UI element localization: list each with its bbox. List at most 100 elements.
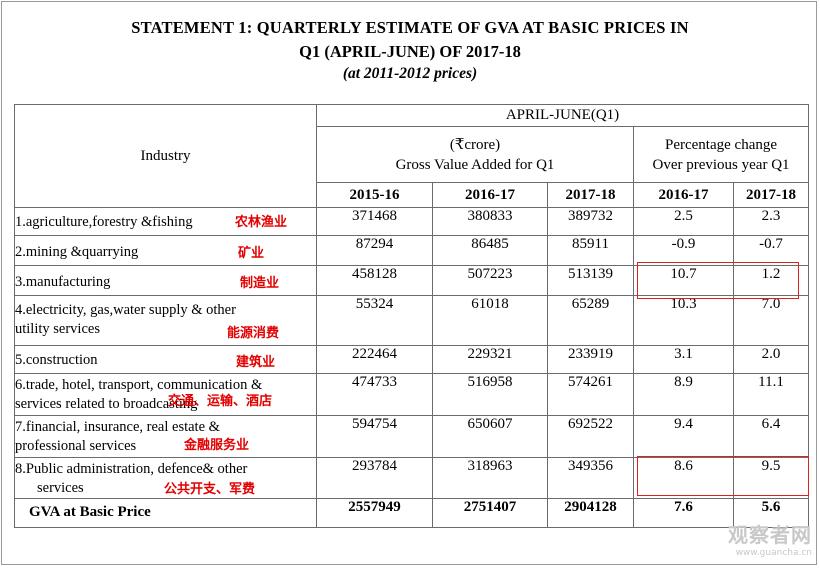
value-cell: 516958 (432, 373, 548, 416)
industry-label: 5.construction (15, 352, 98, 368)
pct-cell: 11.1 (732, 373, 810, 416)
annotation-label: 矿业 (238, 246, 265, 261)
total-value-cell: 2751407 (432, 498, 548, 528)
table-row: 8.Public administration, defence& other … (14, 457, 810, 499)
industry-cell: 7.financial, insurance, real estate & pr… (14, 415, 317, 458)
pct-cell: 7.0 (732, 295, 810, 346)
industry-label: 4.electricity, gas,water supply & other (15, 302, 236, 318)
pct-cell: 8.6 (633, 457, 734, 499)
gva-unit: (₹crore) (449, 136, 501, 153)
industry-cell: 3.manufacturing (14, 265, 317, 296)
industry-cell: 1.agriculture,forestry &fishing (14, 207, 317, 236)
industry-label: professional services (15, 438, 137, 454)
table-row: 7.financial, insurance, real estate & pr… (14, 415, 810, 458)
industry-label: services related to broadcasting (15, 396, 198, 412)
industry-label: 6.trade, hotel, transport, communication… (15, 377, 263, 393)
pct-cell: 8.9 (633, 373, 734, 416)
pct-cell: 1.2 (732, 265, 810, 296)
value-cell: 85911 (547, 235, 634, 266)
title-line-2: Q1 (APRIL-JUNE) OF 2017-18 (299, 42, 521, 61)
table-row: 6.trade, hotel, transport, communication… (14, 373, 810, 416)
annotation-label: 金融服务业 (184, 438, 250, 453)
value-cell: 371468 (316, 207, 433, 236)
value-cell: 65289 (547, 295, 634, 346)
value-cell: 692522 (547, 415, 634, 458)
industry-label: 8.Public administration, defence& other (15, 461, 248, 477)
year-header: 2017-18 (732, 182, 810, 208)
gva-table: Industry APRIL-JUNE(Q1) (₹crore) Gross V… (14, 104, 810, 528)
value-cell: 349356 (547, 457, 634, 499)
gva-label: Gross Value Added for Q1 (395, 156, 555, 173)
gva-header: (₹crore) Gross Value Added for Q1 (316, 126, 634, 183)
pct-cell: 10.7 (633, 265, 734, 296)
watermark-url: www.guancha.cn (735, 548, 812, 558)
total-value-cell: 2904128 (547, 498, 634, 528)
value-cell: 293784 (316, 457, 433, 499)
pct-cell: 10.3 (633, 295, 734, 346)
industry-label: 2.mining &quarrying (15, 244, 139, 260)
total-pct-cell: 7.6 (633, 498, 734, 528)
pct-label-2: Over previous year Q1 (652, 156, 790, 173)
value-cell: 61018 (432, 295, 548, 346)
pct-cell: 9.4 (633, 415, 734, 458)
highlight-box (637, 262, 799, 299)
industry-label: 7.financial, insurance, real estate & (15, 419, 220, 435)
pct-cell: 6.4 (732, 415, 810, 458)
value-cell: 507223 (432, 265, 548, 296)
highlight-box (637, 456, 809, 496)
value-cell: 594754 (316, 415, 433, 458)
table-row: 1.agriculture,forestry &fishing 371468 3… (14, 207, 810, 236)
period-header: APRIL-JUNE(Q1) (315, 104, 810, 127)
pct-header: Percentage change Over previous year Q1 (632, 126, 810, 183)
value-cell: 222464 (316, 345, 433, 374)
pct-cell: -0.9 (633, 235, 734, 266)
industry-cell: 6.trade, hotel, transport, communication… (14, 373, 317, 416)
value-cell: 229321 (432, 345, 548, 374)
value-cell: 318963 (432, 457, 548, 499)
industry-label: services (37, 480, 84, 496)
value-cell: 650607 (432, 415, 548, 458)
annotation-label: 交通、运输、酒店 (168, 394, 273, 409)
annotation-label: 农林渔业 (235, 215, 288, 230)
value-cell: 513139 (547, 265, 634, 296)
total-pct-cell: 5.6 (732, 498, 810, 528)
value-cell: 55324 (316, 295, 433, 346)
total-label: GVA at Basic Price (14, 498, 317, 528)
industry-cell: 8.Public administration, defence& other … (14, 457, 317, 499)
value-cell: 389732 (547, 207, 634, 236)
pct-cell: -0.7 (732, 235, 810, 266)
value-cell: 233919 (547, 345, 634, 374)
value-cell: 87294 (316, 235, 433, 266)
annotation-label: 公共开支、军费 (164, 482, 256, 497)
pct-label-1: Percentage change (665, 136, 778, 153)
annotation-label: 能源消费 (227, 326, 280, 341)
pct-cell: 9.5 (732, 457, 810, 499)
total-row: GVA at Basic Price 2557949 2751407 29041… (14, 498, 810, 528)
industry-label: 1.agriculture,forestry &fishing (15, 214, 193, 230)
value-cell: 458128 (316, 265, 433, 296)
title-line-1: STATEMENT 1: QUARTERLY ESTIMATE OF GVA A… (131, 18, 689, 37)
industry-label: 3.manufacturing (15, 274, 111, 290)
industry-cell: 2.mining &quarrying (14, 235, 317, 266)
industry-label: utility services (15, 321, 100, 337)
table-row: 4.electricity, gas,water supply & other … (14, 295, 810, 346)
value-cell: 474733 (316, 373, 433, 416)
value-cell: 86485 (432, 235, 548, 266)
table-row: 2.mining &quarrying 87294 86485 85911 -0… (14, 235, 810, 266)
industry-header: Industry (14, 104, 317, 208)
annotation-label: 制造业 (240, 276, 280, 291)
industry-cell: 4.electricity, gas,water supply & other … (14, 295, 317, 346)
value-cell: 380833 (432, 207, 548, 236)
year-header: 2016-17 (432, 182, 548, 208)
pct-cell: 2.3 (732, 207, 810, 236)
pct-cell: 2.5 (633, 207, 734, 236)
table-row: 5.construction 222464 229321 233919 3.1 … (14, 345, 810, 374)
pct-cell: 3.1 (633, 345, 734, 374)
annotation-label: 建筑业 (236, 355, 276, 370)
watermark: 观察者网 www.guancha.cn (728, 519, 812, 558)
total-value-cell: 2557949 (316, 498, 433, 528)
industry-cell: 5.construction (14, 345, 317, 374)
title-subtitle: (at 2011-2012 prices) (342, 65, 478, 82)
watermark-text: 观察者网 (728, 523, 812, 547)
